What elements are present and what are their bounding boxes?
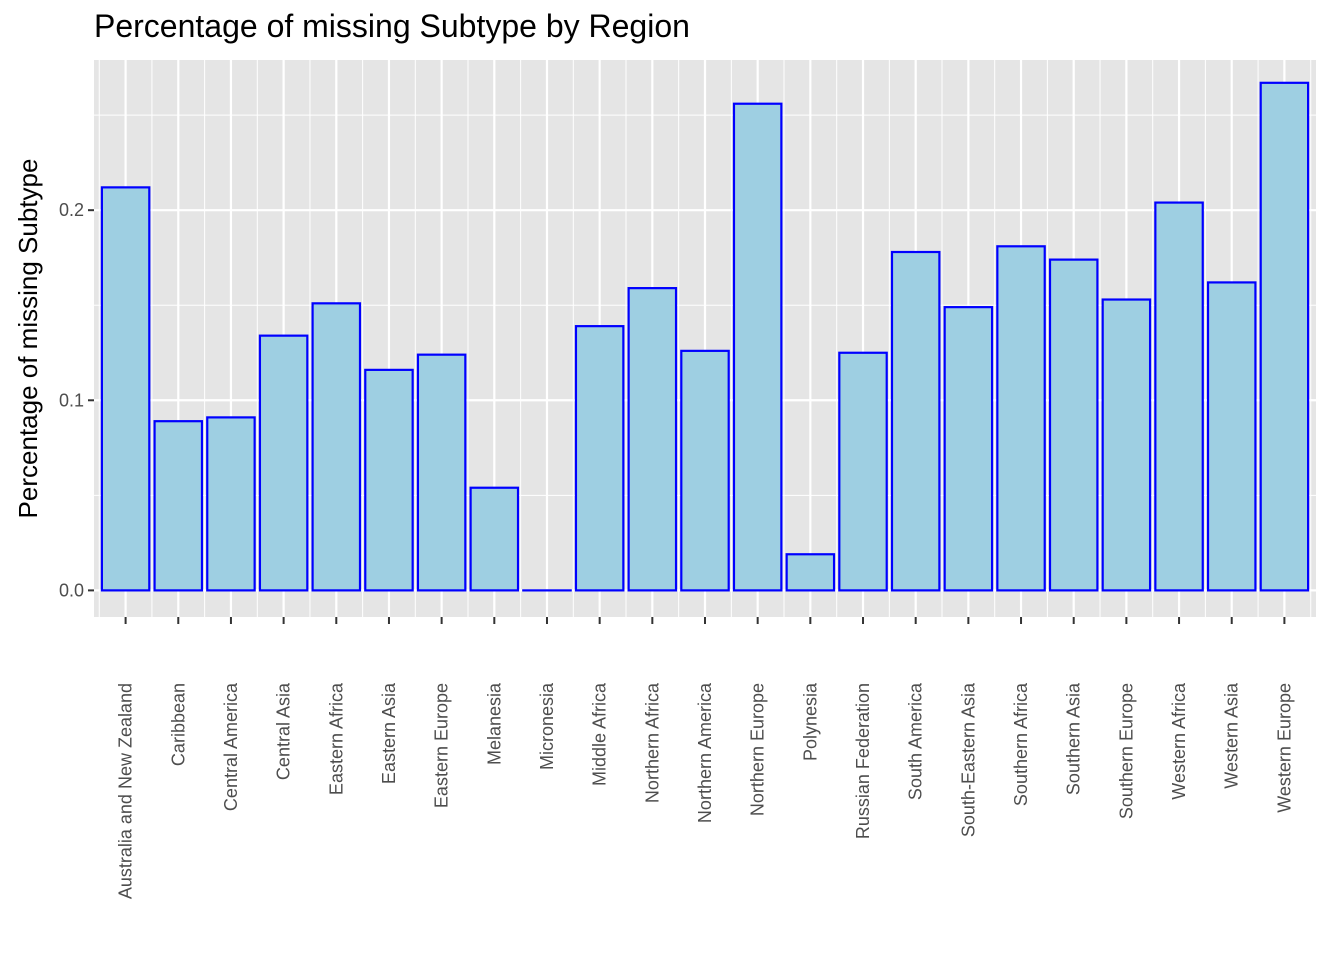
bars: [100, 81, 1310, 592]
y-axis-title: Percentage of missing Subtype: [13, 159, 43, 519]
x-tick-label: Micronesia: [537, 682, 557, 770]
x-tick-label: Northern Europe: [748, 683, 768, 816]
x-tick-label: Eastern Europe: [432, 683, 452, 808]
chart-title: Percentage of missing Subtype by Region: [94, 8, 690, 44]
x-tick-label: Caribbean: [168, 683, 188, 766]
x-tick-label: Northern America: [695, 682, 715, 823]
x-tick-label: Northern Africa: [642, 682, 662, 803]
bar: [311, 302, 362, 592]
x-tick-label: Central America: [221, 682, 241, 811]
bar: [943, 306, 994, 592]
bar: [258, 334, 309, 592]
bar: [996, 245, 1046, 592]
x-tick-label: Polynesia: [800, 682, 820, 761]
y-tick-label: 0.0: [59, 580, 84, 600]
x-tick-label: Melanesia: [484, 682, 504, 765]
x-tick-label: Western Asia: [1222, 682, 1242, 789]
x-tick-label: Western Africa: [1169, 682, 1189, 800]
x-tick-label: Middle Africa: [590, 682, 610, 786]
y-tick-label: 0.2: [59, 200, 84, 220]
bar: [364, 368, 414, 592]
x-tick-label: Southern Europe: [1116, 683, 1136, 819]
x-tick-label: Central Asia: [274, 682, 294, 780]
y-tick-label: 0.1: [59, 390, 84, 410]
bar: [574, 325, 625, 592]
x-tick-label: Southern Asia: [1064, 682, 1084, 795]
bar: [1259, 81, 1310, 592]
y-axis: 0.0 0.1 0.2: [59, 200, 94, 600]
x-tick-label: Eastern Asia: [379, 682, 399, 784]
bar: [416, 353, 467, 592]
x-axis: Australia and New Zealand Caribbean Centra…: [116, 617, 1294, 899]
bar: [1101, 298, 1152, 592]
bar: [206, 416, 256, 592]
bar: [153, 420, 204, 592]
bar: [1154, 201, 1204, 592]
x-tick-label: Western Europe: [1274, 683, 1294, 813]
bar: [627, 287, 678, 592]
x-tick-label: South-Eastern Asia: [958, 682, 978, 837]
bar: [1206, 281, 1257, 592]
bar: [469, 486, 520, 592]
x-tick-label: Russian Federation: [853, 683, 873, 839]
x-tick-label: Eastern Africa: [326, 682, 346, 795]
bar: [890, 250, 941, 592]
bar: [680, 349, 730, 592]
x-tick-label: Australia and New Zealand: [116, 683, 136, 899]
bar: [100, 186, 151, 592]
x-tick-label: Southern Africa: [1011, 682, 1031, 806]
bar: [838, 351, 888, 592]
x-tick-label: South America: [906, 682, 926, 800]
bar: [1048, 258, 1099, 592]
bar: [732, 102, 783, 592]
bar: [785, 553, 836, 592]
